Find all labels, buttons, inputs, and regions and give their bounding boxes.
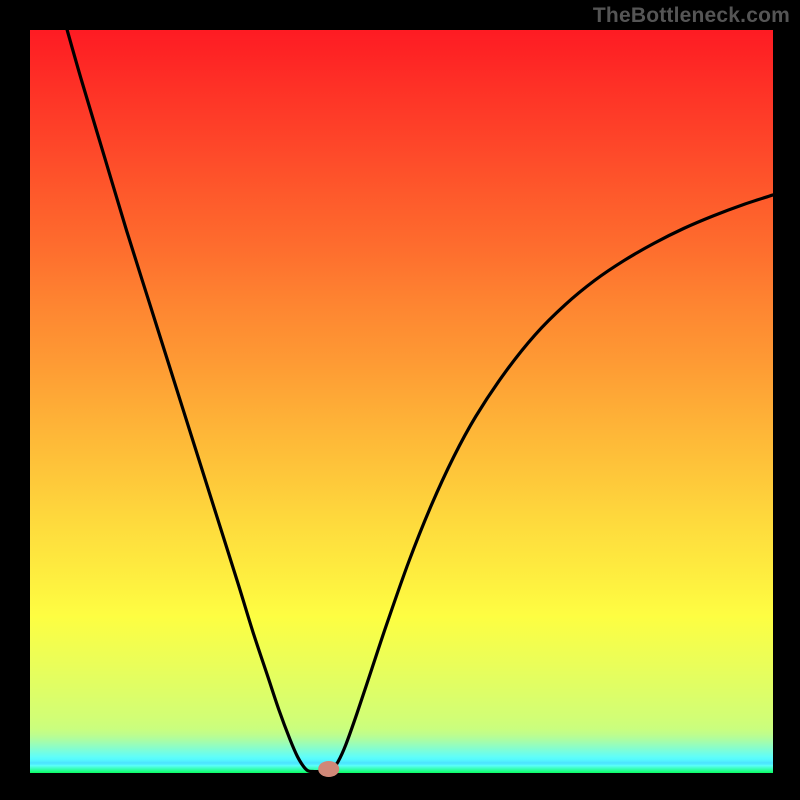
bottleneck-curve bbox=[30, 30, 773, 773]
optimum-marker bbox=[318, 761, 340, 777]
chart-plot-area bbox=[30, 30, 773, 773]
watermark-text: TheBottleneck.com bbox=[593, 4, 790, 28]
bottleneck-curve-path bbox=[67, 30, 773, 772]
